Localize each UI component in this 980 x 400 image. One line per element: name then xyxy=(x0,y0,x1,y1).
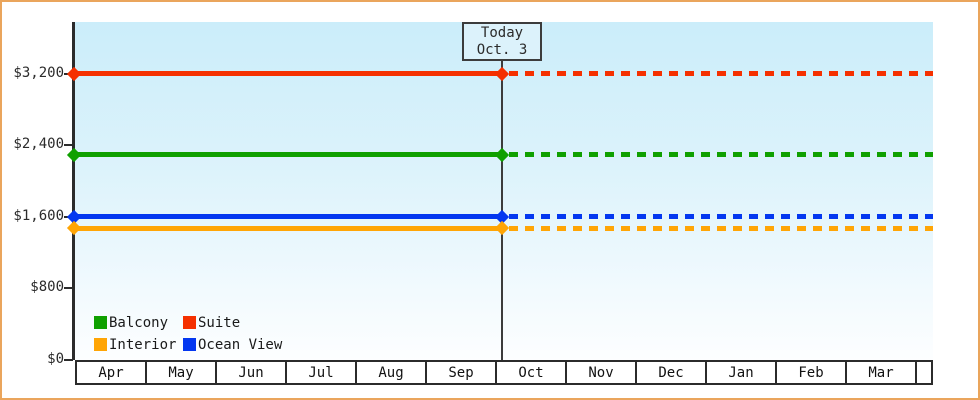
series-line-balcony-dashed xyxy=(509,152,933,158)
x-axis-month-cell: Jun xyxy=(217,362,287,383)
x-axis-stub-cell xyxy=(917,362,931,383)
y-tick-label: $0 xyxy=(47,351,64,367)
x-axis-month-cell: Jul xyxy=(287,362,357,383)
legend-swatch xyxy=(183,316,196,329)
legend: Balcony Suite Interior Ocean View xyxy=(94,312,282,355)
legend-item-balcony: Balcony xyxy=(94,312,183,333)
x-axis-month-cell: Oct xyxy=(497,362,567,383)
y-tick-label: $800 xyxy=(30,279,64,296)
x-axis-month-cell: Mar xyxy=(847,362,917,383)
legend-item-suite: Suite xyxy=(183,312,282,333)
x-axis-month-cell: Aug xyxy=(357,362,427,383)
x-axis-month-cell: Apr xyxy=(77,362,147,383)
x-axis-month-cell: Dec xyxy=(637,362,707,383)
legend-swatch xyxy=(94,316,107,329)
y-tick xyxy=(64,359,73,361)
legend-swatch xyxy=(183,338,196,351)
legend-label: Balcony xyxy=(109,314,169,331)
x-axis-month-cell: Jan xyxy=(707,362,777,383)
x-axis-month-cell: Sep xyxy=(427,362,497,383)
y-axis-line xyxy=(72,22,75,360)
legend-label: Ocean View xyxy=(198,336,283,353)
legend-item-interior: Interior xyxy=(94,334,183,355)
series-line-ocean-view-solid xyxy=(74,214,502,220)
series-line-balcony-solid xyxy=(74,152,502,158)
x-axis-month-cell: Feb xyxy=(777,362,847,383)
y-tick xyxy=(64,287,73,290)
legend-swatch xyxy=(94,338,107,351)
legend-label: Suite xyxy=(198,314,241,331)
series-line-interior-dashed xyxy=(509,225,933,231)
series-line-ocean-view-dashed xyxy=(509,214,933,220)
legend-label: Interior xyxy=(109,336,177,353)
y-tick xyxy=(64,144,73,147)
x-axis-month-cell: May xyxy=(147,362,217,383)
today-label: Today xyxy=(480,25,524,41)
today-annotation: Today Oct. 3 xyxy=(462,22,542,61)
series-line-suite-solid xyxy=(74,71,502,76)
y-tick-label: $1,600 xyxy=(13,207,64,224)
series-line-interior-solid xyxy=(74,225,502,231)
x-axis-month-cell: Nov xyxy=(567,362,637,383)
legend-item-ocean-view: Ocean View xyxy=(183,334,282,355)
y-tick-label: $2,400 xyxy=(13,136,64,153)
y-tick-label: $3,200 xyxy=(13,64,64,81)
today-date: Oct. 3 xyxy=(476,42,528,58)
series-line-suite-dashed xyxy=(509,71,933,76)
x-axis-month-band: Apr May Jun Jul Aug Sep Oct Nov Dec Jan Feb Mar xyxy=(75,360,933,385)
